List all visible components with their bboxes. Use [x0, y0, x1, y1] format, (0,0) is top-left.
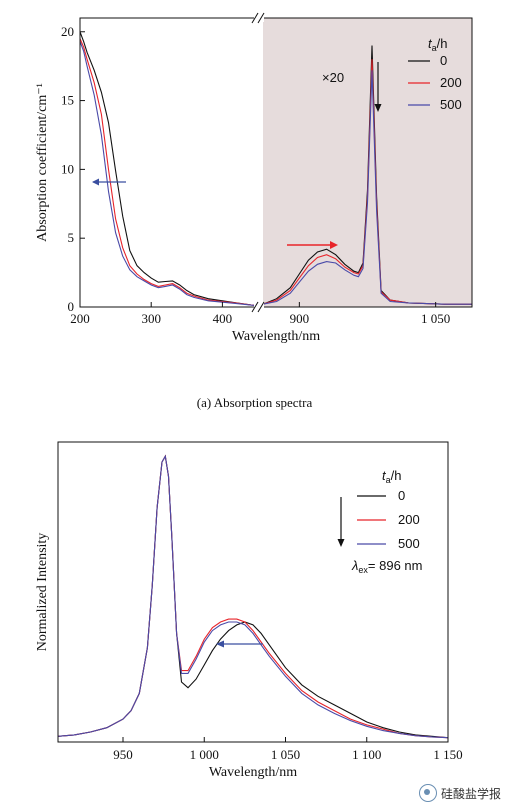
- x-tick-label-1: 1 000: [190, 747, 219, 762]
- trend-arrows: [216, 497, 345, 648]
- axis-ticks: 950 1 000 1 050 1 100 1 150: [113, 737, 463, 762]
- axis-break-mark-top-1: [257, 12, 265, 24]
- trend-arrows: [92, 62, 382, 249]
- arrow-down-head: [374, 104, 382, 112]
- y-axis-label: Normalized Intensity: [35, 533, 50, 652]
- legend-label-500: 500: [440, 97, 462, 112]
- emission-chart: 950 1 000 1 050 1 100 1 150 Wavelength/nm No…: [35, 441, 463, 780]
- legend-title: ta/h: [428, 36, 447, 53]
- plot-frame: [57, 441, 449, 743]
- series-line-nir-500: [262, 70, 472, 305]
- x-tick-label-4: 1 150: [433, 747, 462, 762]
- y-tick-label-2: 10: [61, 161, 74, 176]
- series-line-uv-500: [79, 41, 259, 307]
- x-axis-label: Wavelength/nm: [209, 765, 297, 780]
- x-tick-label-3: 1 100: [352, 747, 381, 762]
- x-axis-label: Wavelength/nm: [232, 329, 320, 344]
- plot-frame: [79, 17, 473, 308]
- x-tick-label-0: 950: [113, 747, 133, 762]
- arrow-down-head: [337, 539, 345, 547]
- x-tick-label-uv-0: 200: [70, 311, 90, 326]
- watermark-text: 硅酸盐学报: [440, 786, 501, 801]
- watermark: 硅酸盐学报: [418, 784, 501, 802]
- legend-label-0: 0: [398, 488, 405, 503]
- series-lines-uv: [79, 31, 259, 307]
- axis-break-mark-bottom-0: [251, 301, 259, 313]
- axis-break-gap-top: [254, 14, 264, 22]
- legend: ta/h0 200 500: [408, 36, 462, 112]
- axis-ticks: 0 5 10 15 20 200 300 400 900 1 050: [61, 24, 450, 326]
- axis-break-gap-bottom: [254, 303, 264, 311]
- legend: ta/h 0 200 500 λex= 896 nm: [351, 468, 423, 575]
- arrow-nir-head: [330, 241, 338, 249]
- series-lines: [57, 454, 449, 739]
- excitation-note: λex= 896 nm: [351, 558, 423, 575]
- x-tick-label-2: 1 050: [271, 747, 300, 762]
- series-line-uv-200: [79, 38, 259, 307]
- scale-factor-label: ×20: [322, 70, 344, 85]
- x-tick-label-nir-1: 1 050: [421, 311, 450, 326]
- axis-break-mark-bottom-1: [257, 301, 265, 313]
- axis-break-mark-top-0: [251, 12, 259, 24]
- y-tick-label-0: 0: [68, 299, 75, 314]
- shaded-region: [263, 18, 472, 307]
- legend-label-500: 500: [398, 536, 420, 551]
- axis-break-marks: [251, 12, 265, 313]
- y-axis-label: Absorption coefficient/cm⁻¹: [35, 83, 50, 242]
- wechat-logo-icon: [418, 784, 437, 802]
- x-tick-label-nir-0: 900: [290, 311, 310, 326]
- legend-title: ta/h: [382, 468, 401, 485]
- legend-label-200: 200: [398, 512, 420, 527]
- legend-label-200: 200: [440, 75, 462, 90]
- series-line-500: [57, 454, 449, 739]
- x-tick-label-uv-1: 300: [141, 311, 161, 326]
- figure-caption: (a) Absorption spectra: [196, 395, 313, 410]
- y-tick-label-4: 20: [61, 24, 74, 39]
- arrow-uv-head: [92, 178, 99, 186]
- series-line-uv-0: [79, 31, 259, 307]
- x-tick-label-uv-2: 400: [213, 311, 233, 326]
- arrow-left-head: [216, 640, 224, 648]
- y-tick-label-1: 5: [68, 230, 75, 245]
- y-tick-label-3: 15: [61, 93, 74, 108]
- series-line-200: [57, 454, 449, 739]
- series-line-0: [57, 454, 449, 739]
- legend-label-0: 0: [440, 53, 447, 68]
- series-lines-nir: [262, 45, 472, 305]
